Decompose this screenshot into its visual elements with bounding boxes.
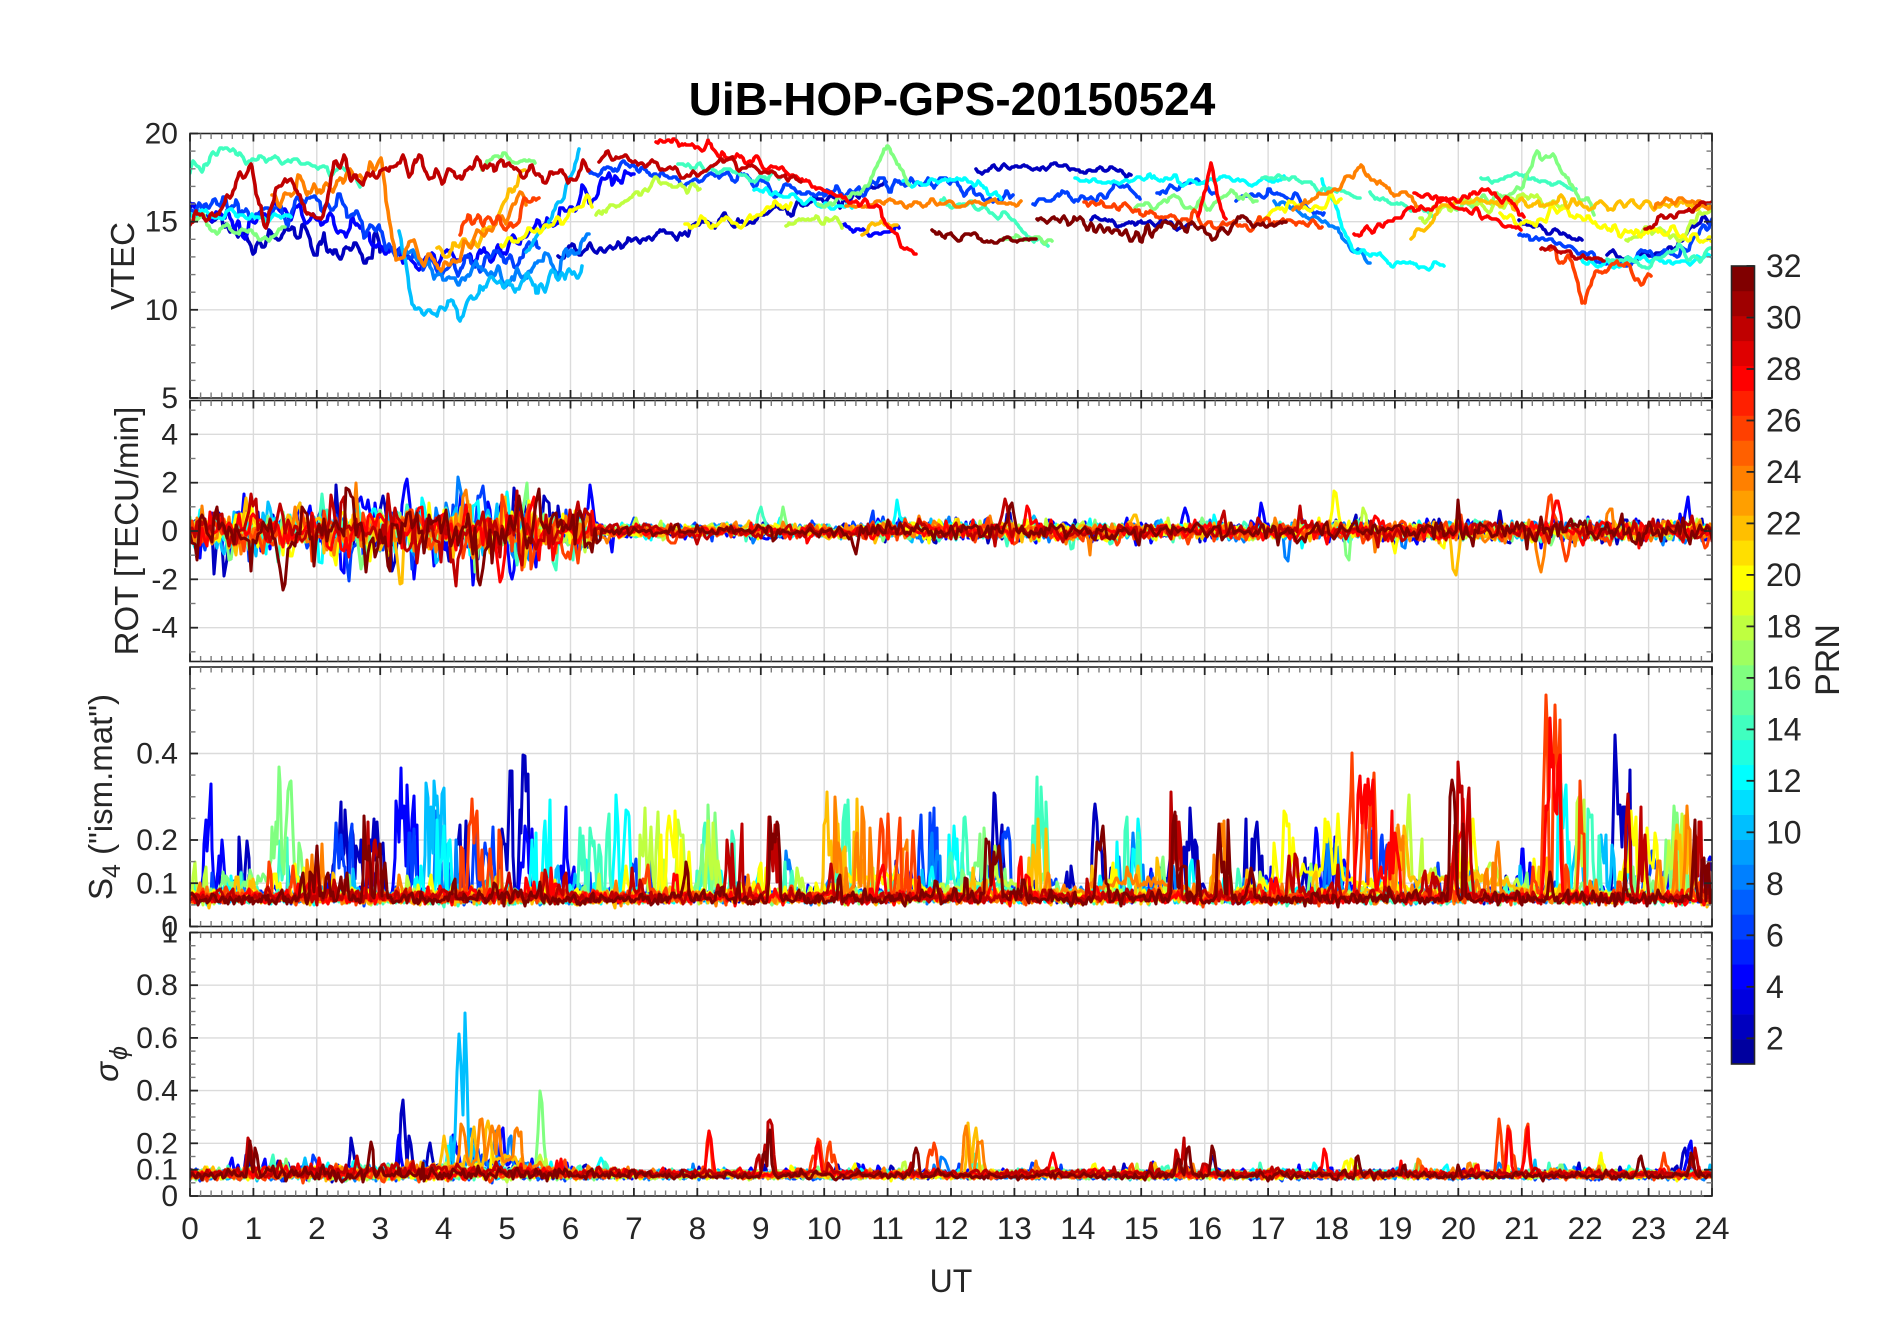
svg-text:9: 9 <box>752 1210 770 1246</box>
svg-text:σϕ: σϕ <box>88 1046 133 1082</box>
svg-text:0.2: 0.2 <box>136 1127 178 1160</box>
svg-text:13: 13 <box>997 1210 1032 1246</box>
svg-text:0.4: 0.4 <box>136 1075 178 1108</box>
svg-text:0: 0 <box>161 515 178 548</box>
svg-text:4: 4 <box>1766 969 1784 1005</box>
svg-text:UT: UT <box>930 1263 973 1299</box>
svg-text:28: 28 <box>1766 351 1802 387</box>
svg-text:18: 18 <box>1314 1210 1349 1246</box>
svg-text:17: 17 <box>1251 1210 1286 1246</box>
svg-text:16: 16 <box>1187 1210 1222 1246</box>
svg-text:0.1: 0.1 <box>136 1154 178 1187</box>
svg-text:-2: -2 <box>151 563 178 596</box>
svg-text:3: 3 <box>371 1210 389 1246</box>
svg-text:0: 0 <box>161 1180 178 1213</box>
svg-text:16: 16 <box>1766 660 1802 696</box>
svg-text:14: 14 <box>1060 1210 1095 1246</box>
svg-text:19: 19 <box>1377 1210 1412 1246</box>
svg-text:2: 2 <box>161 467 178 500</box>
svg-text:14: 14 <box>1766 711 1802 747</box>
svg-text:10: 10 <box>1766 814 1802 850</box>
svg-text:22: 22 <box>1568 1210 1603 1246</box>
svg-text:4: 4 <box>161 418 178 451</box>
svg-text:0: 0 <box>161 911 178 944</box>
svg-text:5: 5 <box>161 382 178 415</box>
svg-text:6: 6 <box>1766 917 1784 953</box>
svg-text:8: 8 <box>1766 866 1784 902</box>
svg-text:2: 2 <box>1766 1020 1784 1056</box>
svg-text:0.6: 0.6 <box>136 1022 178 1055</box>
svg-text:23: 23 <box>1631 1210 1666 1246</box>
svg-text:ROT [TECU/min]: ROT [TECU/min] <box>108 407 145 656</box>
svg-text:5: 5 <box>498 1210 516 1246</box>
svg-text:22: 22 <box>1766 505 1802 541</box>
svg-text:0: 0 <box>181 1210 199 1246</box>
svg-text:12: 12 <box>1766 763 1802 799</box>
svg-text:10: 10 <box>807 1210 842 1246</box>
svg-text:PRN: PRN <box>1809 624 1847 696</box>
svg-text:20: 20 <box>1766 557 1802 593</box>
svg-text:0.2: 0.2 <box>136 824 178 857</box>
svg-text:UiB-HOP-GPS-20150524: UiB-HOP-GPS-20150524 <box>689 73 1216 125</box>
svg-text:32: 32 <box>1766 248 1802 284</box>
svg-text:7: 7 <box>625 1210 643 1246</box>
svg-text:30: 30 <box>1766 299 1802 335</box>
svg-text:0.1: 0.1 <box>136 867 178 900</box>
svg-text:26: 26 <box>1766 402 1802 438</box>
svg-text:11: 11 <box>871 1210 904 1246</box>
svg-text:20: 20 <box>145 118 178 151</box>
svg-text:15: 15 <box>1124 1210 1159 1246</box>
svg-text:24: 24 <box>1766 454 1802 490</box>
svg-text:-4: -4 <box>151 612 178 645</box>
svg-text:1: 1 <box>161 917 178 950</box>
svg-text:12: 12 <box>933 1210 968 1246</box>
svg-text:2: 2 <box>308 1210 326 1246</box>
svg-text:0.8: 0.8 <box>136 969 178 1002</box>
svg-text:15: 15 <box>145 206 178 239</box>
svg-text:4: 4 <box>435 1210 453 1246</box>
svg-text:10: 10 <box>145 294 178 327</box>
svg-text:6: 6 <box>562 1210 580 1246</box>
svg-text:0.4: 0.4 <box>136 738 178 771</box>
svg-text:8: 8 <box>689 1210 707 1246</box>
svg-text:1: 1 <box>245 1210 263 1246</box>
svg-text:24: 24 <box>1694 1210 1729 1246</box>
svg-text:VTEC: VTEC <box>104 222 141 310</box>
svg-text:20: 20 <box>1441 1210 1476 1246</box>
svg-text:18: 18 <box>1766 608 1802 644</box>
svg-text:21: 21 <box>1504 1210 1539 1246</box>
